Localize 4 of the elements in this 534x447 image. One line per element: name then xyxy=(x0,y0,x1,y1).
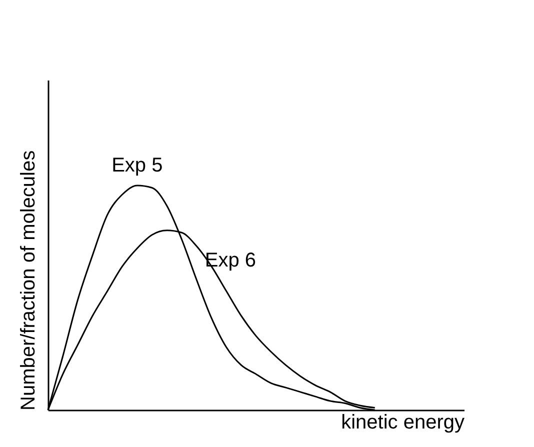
x-axis-title: kinetic energy xyxy=(341,412,464,434)
series-label: Exp 5 xyxy=(112,154,163,177)
series-label: Exp 6 xyxy=(204,249,256,272)
y-axis-title: Number/fraction of molecules xyxy=(18,150,40,410)
